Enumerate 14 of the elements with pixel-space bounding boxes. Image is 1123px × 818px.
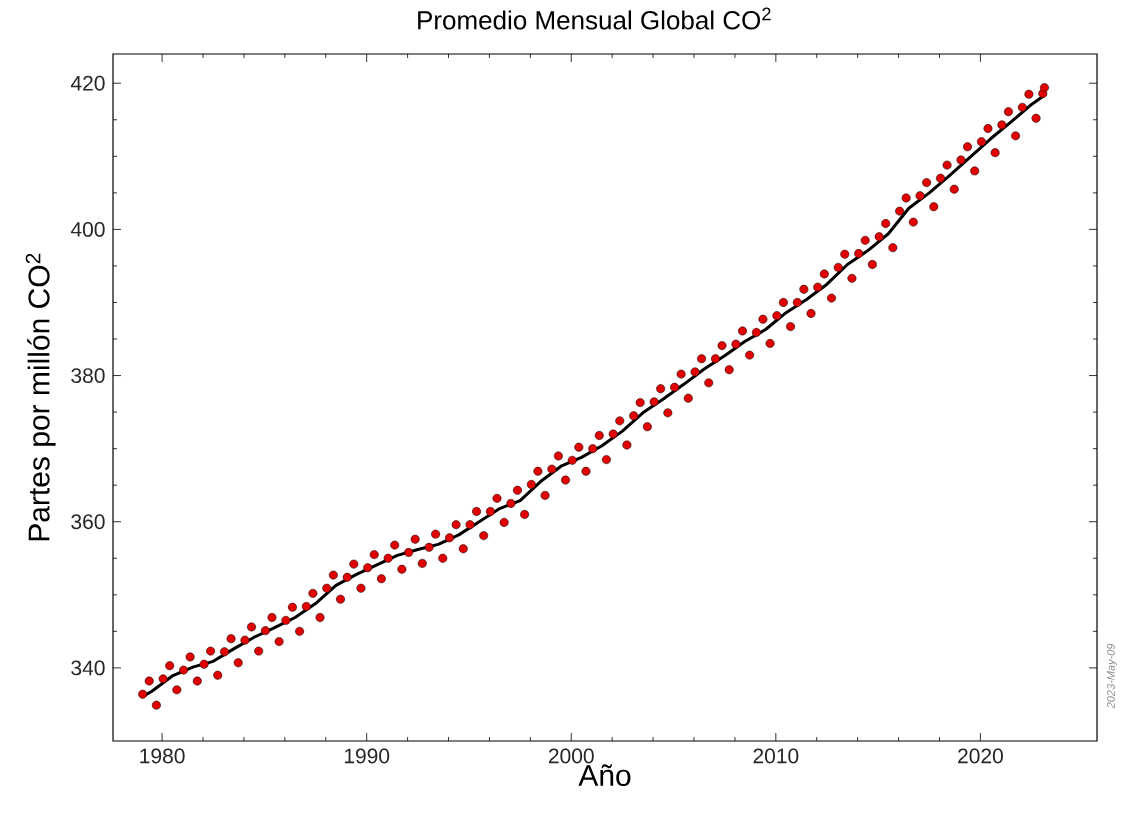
y-tick-label: 360: [71, 514, 105, 530]
x-tick-label: 1990: [344, 748, 390, 764]
x-tick-label: 2000: [548, 748, 594, 764]
y-tick-label: 400: [70, 221, 105, 237]
chart-title: Promedio Mensual Global CO$^{2}$: [418, 7, 771, 30]
x-tick-label: 2010: [753, 748, 799, 764]
y-axis-title: Partes por millón CO$^{2}$: [25, 253, 56, 541]
text: 2023-May-09: [1107, 643, 1117, 709]
y-tick-label: 420: [70, 75, 105, 91]
x-axis-title: Año: [578, 764, 631, 787]
y-tick-label: 340: [71, 660, 105, 676]
x-tick-label: 1980: [140, 748, 185, 764]
y-tick-label: 380: [71, 368, 105, 383]
x-tick-label: 2020: [958, 748, 1003, 764]
